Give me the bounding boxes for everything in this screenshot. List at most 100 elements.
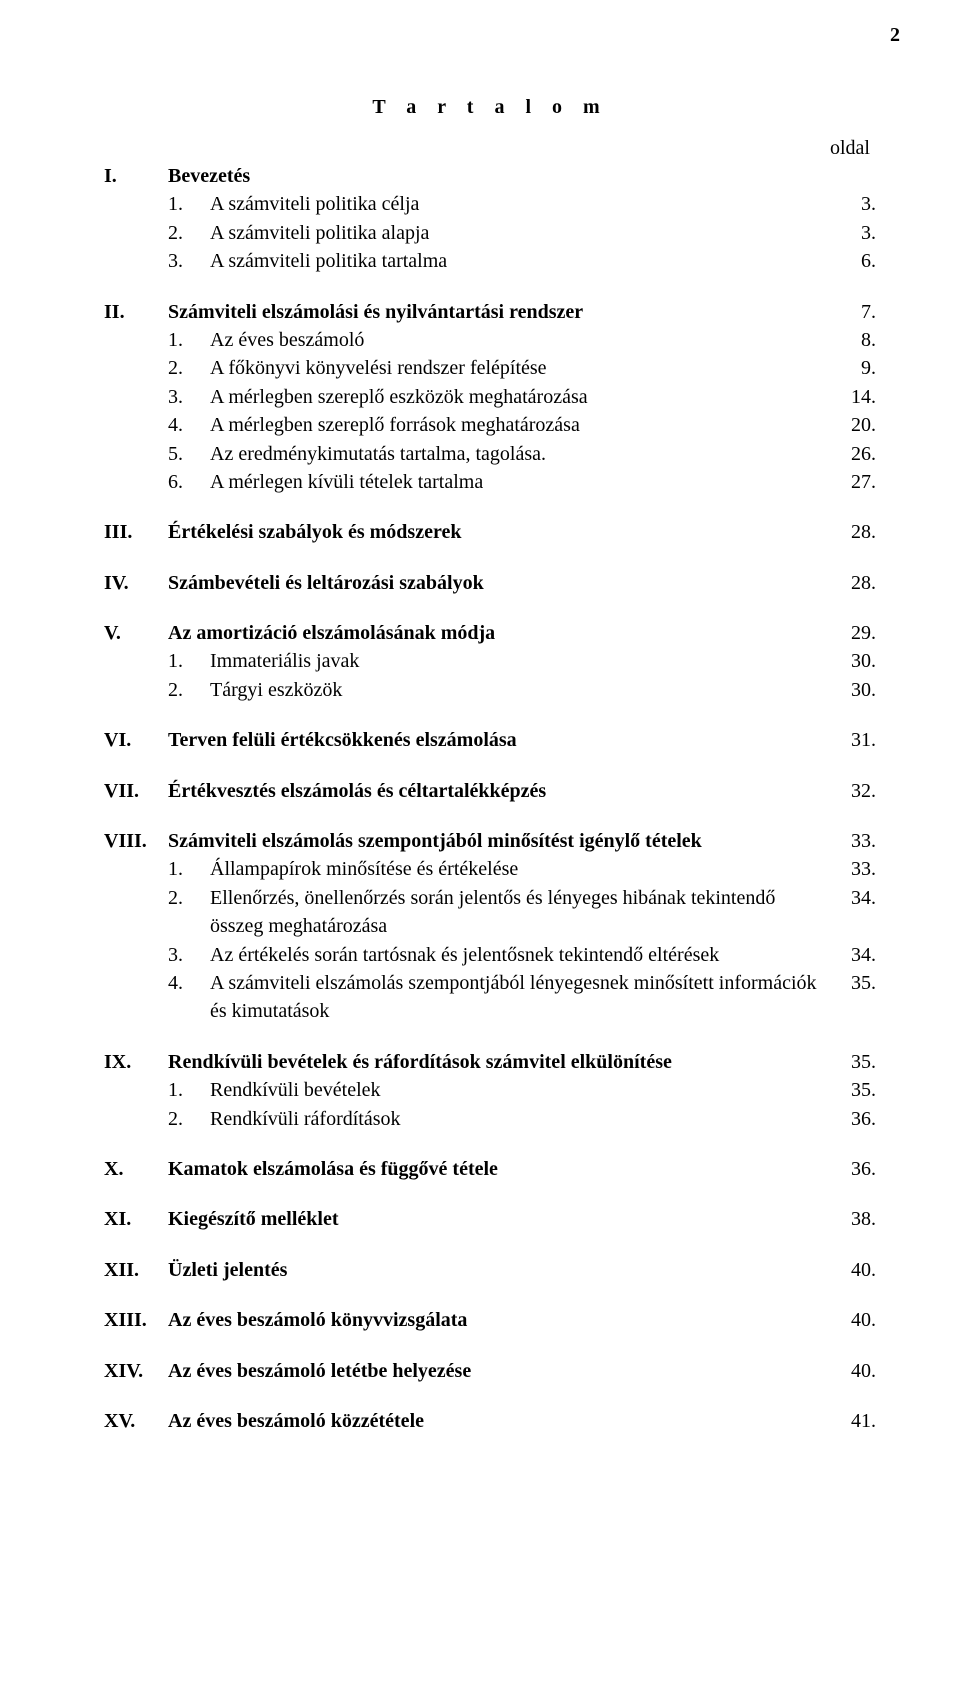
toc-section-heading: VII.Értékvesztés elszámolás és céltartal…: [104, 777, 876, 805]
toc-item: 1.A számviteli politika célja3.: [104, 190, 876, 218]
toc-item: 3.A mérlegben szereplő eszközök meghatár…: [104, 383, 876, 411]
toc-roman: XI.: [104, 1205, 168, 1233]
toc-item-num: 1.: [168, 647, 210, 675]
toc-heading-text: Üzleti jelentés: [168, 1256, 830, 1284]
toc-item-text: A számviteli politika tartalma: [210, 247, 830, 275]
toc-item: 2.Ellenőrzés, önellenőrzés során jelentő…: [104, 884, 876, 941]
toc-item-num: 4.: [168, 411, 210, 439]
toc-item-text: A számviteli politika célja: [210, 190, 830, 218]
toc-roman: I.: [104, 162, 168, 190]
toc-section-heading: II.Számviteli elszámolási és nyilvántart…: [104, 298, 876, 326]
toc-heading-page: 29.: [830, 619, 876, 647]
toc-section-heading: I.Bevezetés: [104, 162, 876, 190]
toc-heading-text: Értékvesztés elszámolás és céltartalékké…: [168, 777, 830, 805]
toc-item-page: 30.: [830, 647, 876, 675]
toc-item-page: 26.: [830, 440, 876, 468]
toc-item-page: 35.: [830, 1076, 876, 1104]
toc-item-text: A mérlegben szereplő források meghatároz…: [210, 411, 830, 439]
table-of-contents: I.Bevezetés1.A számviteli politika célja…: [104, 162, 876, 1457]
toc-section-heading: XIV.Az éves beszámoló letétbe helyezése4…: [104, 1357, 876, 1385]
toc-item-page: 8.: [830, 326, 876, 354]
toc-item-num: 3.: [168, 941, 210, 969]
toc-item-page: 6.: [830, 247, 876, 275]
toc-heading-page: 36.: [830, 1155, 876, 1183]
toc-roman: III.: [104, 518, 168, 546]
toc-roman: V.: [104, 619, 168, 647]
toc-roman: VI.: [104, 726, 168, 754]
toc-heading-page: 32.: [830, 777, 876, 805]
toc-item: 4.A számviteli elszámolás szempontjából …: [104, 969, 876, 1026]
toc-heading-page: 40.: [830, 1357, 876, 1385]
toc-item-num: 3.: [168, 383, 210, 411]
toc-roman: II.: [104, 298, 168, 326]
toc-item-num: 2.: [168, 884, 210, 912]
toc-heading-page: 40.: [830, 1306, 876, 1334]
toc-section-heading: IV.Számbevételi és leltározási szabályok…: [104, 569, 876, 597]
toc-item-num: 2.: [168, 676, 210, 704]
toc-item-num: 2.: [168, 219, 210, 247]
toc-heading-text: Az éves beszámoló könyvvizsgálata: [168, 1306, 830, 1334]
toc-item-text: A mérlegben szereplő eszközök meghatároz…: [210, 383, 830, 411]
toc-heading-page: 28.: [830, 569, 876, 597]
toc-item-text: Az eredménykimutatás tartalma, tagolása.: [210, 440, 830, 468]
toc-heading-text: Kiegészítő melléklet: [168, 1205, 830, 1233]
toc-item: 2.A főkönyvi könyvelési rendszer felépít…: [104, 354, 876, 382]
toc-item: 4.A mérlegben szereplő források meghatár…: [104, 411, 876, 439]
toc-item-text: A számviteli politika alapja: [210, 219, 830, 247]
toc-heading-text: Számviteli elszámolás szempontjából minő…: [168, 827, 830, 855]
toc-roman: IX.: [104, 1048, 168, 1076]
toc-section-heading: VIII.Számviteli elszámolás szempontjából…: [104, 827, 876, 855]
toc-item-num: 1.: [168, 326, 210, 354]
toc-section-heading: XV.Az éves beszámoló közzététele41.: [104, 1407, 876, 1435]
toc-item-page: 30.: [830, 676, 876, 704]
toc-item-text: A mérlegen kívüli tételek tartalma: [210, 468, 830, 496]
toc-item-text: Rendkívüli ráfordítások: [210, 1105, 830, 1133]
toc-item-page: 20.: [830, 411, 876, 439]
toc-section-heading: V.Az amortizáció elszámolásának módja29.: [104, 619, 876, 647]
toc-section-heading: IX.Rendkívüli bevételek és ráfordítások …: [104, 1048, 876, 1076]
toc-heading-text: Terven felüli értékcsökkenés elszámolása: [168, 726, 830, 754]
toc-item: 1.Az éves beszámoló8.: [104, 326, 876, 354]
toc-section-heading: X.Kamatok elszámolása és függővé tétele3…: [104, 1155, 876, 1183]
toc-item: 3.A számviteli politika tartalma6.: [104, 247, 876, 275]
title: T a r t a l o m: [104, 96, 876, 119]
toc-item-page: 27.: [830, 468, 876, 496]
toc-section-heading: XI.Kiegészítő melléklet38.: [104, 1205, 876, 1233]
toc-item-num: 1.: [168, 1076, 210, 1104]
toc-section-heading: VI.Terven felüli értékcsökkenés elszámol…: [104, 726, 876, 754]
toc-item-num: 4.: [168, 969, 210, 997]
toc-roman: IV.: [104, 569, 168, 597]
toc-heading-page: 40.: [830, 1256, 876, 1284]
toc-roman: X.: [104, 1155, 168, 1183]
toc-heading-page: 38.: [830, 1205, 876, 1233]
toc-item-num: 2.: [168, 354, 210, 382]
toc-heading-page: 33.: [830, 827, 876, 855]
toc-item-text: Tárgyi eszközök: [210, 676, 830, 704]
toc-item-num: 1.: [168, 190, 210, 218]
toc-item: 5.Az eredménykimutatás tartalma, tagolás…: [104, 440, 876, 468]
toc-heading-page: 28.: [830, 518, 876, 546]
toc-item: 2.Tárgyi eszközök30.: [104, 676, 876, 704]
toc-roman: XIII.: [104, 1306, 168, 1334]
toc-heading-text: Az amortizáció elszámolásának módja: [168, 619, 830, 647]
toc-item: 1.Rendkívüli bevételek35.: [104, 1076, 876, 1104]
toc-item: 2.Rendkívüli ráfordítások36.: [104, 1105, 876, 1133]
toc-item-page: 35.: [830, 969, 876, 997]
toc-item: 2.A számviteli politika alapja3.: [104, 219, 876, 247]
toc-section-heading: III.Értékelési szabályok és módszerek28.: [104, 518, 876, 546]
toc-item: 3.Az értékelés során tartósnak és jelent…: [104, 941, 876, 969]
toc-item-text: Állampapírok minősítése és értékelése: [210, 855, 830, 883]
toc-heading-text: Kamatok elszámolása és függővé tétele: [168, 1155, 830, 1183]
page-number: 2: [890, 24, 900, 47]
toc-item-num: 3.: [168, 247, 210, 275]
toc-item-page: 33.: [830, 855, 876, 883]
page-column-header: oldal: [104, 137, 876, 160]
toc-heading-text: Az éves beszámoló közzététele: [168, 1407, 830, 1435]
toc-item: 1.Állampapírok minősítése és értékelése3…: [104, 855, 876, 883]
toc-item-page: 14.: [830, 383, 876, 411]
toc-heading-page: 41.: [830, 1407, 876, 1435]
toc-section-heading: XIII.Az éves beszámoló könyvvizsgálata40…: [104, 1306, 876, 1334]
toc-heading-text: Bevezetés: [168, 162, 830, 190]
toc-item-text: Az éves beszámoló: [210, 326, 830, 354]
toc-item-text: Az értékelés során tartósnak és jelentős…: [210, 941, 830, 969]
